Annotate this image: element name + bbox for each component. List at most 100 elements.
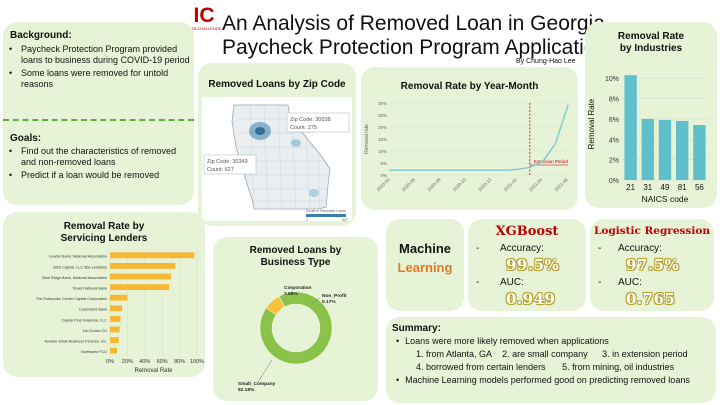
lender-bar [110, 315, 121, 322]
line-point [478, 169, 480, 171]
logreg-acc-label: Accuracy: [618, 243, 662, 254]
lenders-xtick-label: 20% [122, 359, 133, 365]
logo: IC DATA CHALLENGE [186, 4, 221, 35]
goals-item: Find out the characteristics of removed … [9, 146, 192, 168]
background-item: Paycheck Protection Program provided loa… [9, 44, 192, 66]
line-xtick-label: 2021-04 [528, 177, 544, 193]
industry-ytick-label: 2% [609, 158, 619, 165]
logreg-acc-dash: - [598, 243, 602, 254]
line-point [414, 169, 417, 171]
line-xtick-label: 2020-12 [477, 177, 493, 193]
small-company-label-value: 92.18% [238, 387, 255, 393]
industry-ytick-label: 0% [609, 178, 619, 185]
lender-bar [110, 326, 120, 333]
lender-name-label: The Enterprise Center Capital Corporatio… [36, 297, 107, 301]
summary-finding: 2. are small company [502, 349, 588, 359]
page-title-line2: Paycheck Protection Program Application [222, 36, 608, 59]
year-month-title: Removal Rate by Year-Month [400, 81, 539, 92]
background-goals-panel: Background: Paycheck Protection Program … [3, 22, 194, 205]
callout-30349-count: Count: 627 [207, 167, 234, 173]
line-point [452, 169, 455, 171]
summary-row1: 1. from Atlanta, GA 2. are small company… [416, 349, 688, 359]
extension-period-label: Extension Period [534, 159, 569, 164]
industry-category-label: 21 [626, 183, 635, 192]
background-item: Some loans were removed for untold reaso… [9, 68, 192, 90]
summary-panel: Summary: • Loans were more likely removed… [386, 317, 716, 403]
line-point [465, 169, 467, 171]
business-type-title-line2: Business Type [260, 257, 331, 268]
summary-bullet1-text: Loans were more likely removed when appl… [405, 336, 609, 346]
logo-caption: DATA CHALLENGE [186, 26, 222, 31]
xgboost-name: XGBoost [495, 224, 559, 239]
author: By Chung-Hao Lee [516, 58, 576, 65]
line-ytick-label: 20% [378, 125, 387, 130]
summary-bullet2: • Machine Learning models performed good … [396, 375, 690, 385]
lender-bar [110, 273, 171, 280]
industry-panel: Removal Rate by Industries 0% 2% 4% 6% 8% 10%… [585, 22, 717, 208]
corporation-label-name: Corporation [284, 285, 312, 291]
industry-title-line1: Removal Rate [617, 31, 685, 42]
line-ytick-label: 5% [380, 161, 387, 166]
industry-ytick-label: 10% [605, 76, 619, 83]
line-ytick-label: 15% [378, 137, 387, 142]
lender-name-label: Newtek Small Business Finance, Inc. [45, 340, 107, 344]
lender-bar [110, 347, 117, 354]
nonprofit-label-value: 0.17% [322, 299, 336, 305]
summary-bullet1: • Loans were more likely removed when app… [396, 336, 609, 346]
year-month-panel: Removal Rate by Year-Month 0% 5% 10% 15% 20%… [361, 67, 578, 210]
goals-item: Predict if a loan would be removed [9, 170, 192, 181]
line-point [440, 169, 442, 171]
line-point [529, 166, 531, 168]
xgboost-panel: XGBoost - Accuracy: 99.5% - AUC: 0.949 [468, 219, 586, 311]
lender-name-label: Blue Ridge Bank, National Association [42, 276, 107, 280]
corporation-label-value: 7.65% [284, 291, 298, 297]
background-heading: Background: [10, 30, 72, 41]
lender-bar [110, 337, 119, 344]
logo-letters: IC [193, 4, 215, 27]
lender-name-label: Customers Bank [79, 308, 107, 312]
line-ytick-label: 30% [378, 101, 387, 106]
line-point [541, 161, 544, 163]
zip-callout-30038: Zip Code: 30038 Count: 275 [286, 112, 350, 133]
section-divider [3, 119, 194, 121]
goals-list: Find out the characteristics of removed … [9, 146, 192, 181]
summary-finding: 3. in extension period [602, 349, 688, 359]
xgboost-acc-label: Accuracy: [500, 243, 544, 254]
small-company-leader-line [257, 359, 273, 383]
map-legend-max: 627 [342, 218, 348, 221]
industry-category-label: 81 [678, 183, 687, 192]
logreg-accuracy: 97.5% [626, 256, 680, 274]
lender-name-label: Capital Plus Financial, LLC [61, 318, 107, 322]
ml-label-panel: Machine Learning [386, 219, 464, 311]
small-company-label-name: Small_Company [238, 381, 276, 387]
xgboost-accuracy: 99.5% [506, 256, 560, 274]
industry-category-label: 56 [695, 183, 704, 192]
industry-ytick-label: 8% [609, 97, 619, 104]
lender-bar [110, 284, 170, 291]
lender-name-label: Northwest FCU [81, 350, 107, 354]
logreg-auc-label: AUC: [618, 277, 642, 288]
industry-title-line2: by Industries [619, 43, 683, 54]
line-xtick-label: 2020-04 [375, 177, 391, 193]
line-ytick-label: 10% [378, 149, 387, 154]
line-xtick-label: 2020-06 [401, 177, 417, 193]
line-xtick-label: 2020-08 [426, 177, 442, 193]
industry-ytick-label: 6% [609, 117, 619, 124]
line-point [503, 169, 506, 171]
line-ytick-label: 25% [378, 113, 387, 118]
industry-category-label: 49 [661, 183, 670, 192]
line-xtick-label: 2021-02 [503, 177, 519, 193]
industry-bar-chart: 0% 2% 4% 6% 8% 10% 21 31 49 81 56 NAICS code Removal… [587, 75, 708, 204]
summary-finding: 1. from Atlanta, GA [416, 349, 492, 359]
line-ytick-label: 0% [380, 173, 387, 178]
summary-heading: Summary: [392, 323, 441, 334]
business-type-panel: Removed Loans by Business Type Corporati… [213, 237, 378, 401]
lender-name-label: 1st Choice CU [83, 329, 108, 333]
lender-name-label: Texas National Bank [72, 287, 107, 291]
zip-map-title: Removed Loans by Zip Code [208, 79, 346, 90]
xgboost-auc-label: AUC: [500, 277, 524, 288]
map-legend-min: 1 [306, 218, 308, 221]
logreg-auc: 0.765 [626, 290, 676, 308]
page-title-line1: An Analysis of Removed Loan in Georgia [222, 12, 605, 35]
